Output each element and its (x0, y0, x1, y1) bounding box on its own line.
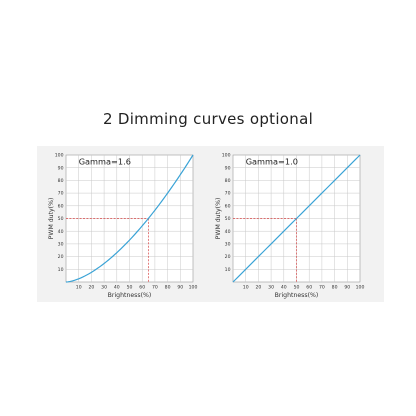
x-tick-label: 90 (344, 285, 350, 291)
chart-panel-gamma-1-0: 10 20 30 40 50 60 70 80 90 100 10 20 30 40 50 60 70 80 90 1… (204, 146, 384, 302)
y-tick-label: 90 (58, 165, 64, 171)
y-tick-label: 70 (225, 191, 231, 197)
x-axis-label: Brightness(%) (108, 292, 152, 299)
page-title: 2 Dimming curves optional (102, 110, 314, 128)
y-tick-label: 100 (222, 153, 231, 159)
y-tick-label: 30 (58, 242, 64, 248)
x-tick-label: 20 (255, 285, 261, 291)
x-tick-label: 60 (139, 285, 145, 291)
y-tick-label: 20 (58, 254, 64, 260)
x-tick-label: 10 (243, 285, 249, 291)
y-tick-label: 60 (58, 203, 64, 209)
y-tick-label: 70 (58, 191, 64, 197)
x-tick-label: 70 (319, 285, 325, 291)
x-tick-label: 80 (165, 285, 171, 291)
y-tick-label: 80 (225, 178, 231, 184)
y-tick-label: 100 (55, 153, 64, 159)
chart-gamma-1-6: 10 20 30 40 50 60 70 80 90 100 10 20 30 40 50 60 70 80 90 1… (48, 153, 198, 299)
y-tick-label: 10 (58, 267, 64, 273)
y-tick-label: 60 (225, 203, 231, 209)
y-tick-label: 50 (225, 216, 231, 222)
y-tick-label: 40 (225, 229, 231, 235)
chart-panel-gamma-1-6: 10 20 30 40 50 60 70 80 90 100 10 20 30 40 50 60 70 80 90 1… (37, 146, 217, 302)
x-tick-label: 90 (177, 285, 183, 291)
x-tick-label: 30 (101, 285, 107, 291)
y-tick-label: 20 (225, 254, 231, 260)
y-tick-label: 40 (58, 229, 64, 235)
y-axis-label: PWM duty(%) (215, 198, 222, 240)
y-axis-label: PWM duty(%) (48, 198, 55, 240)
x-tick-label: 30 (268, 285, 274, 291)
x-tick-label: 60 (306, 285, 312, 291)
x-tick-label: 80 (332, 285, 338, 291)
curve-line (232, 154, 361, 283)
x-tick-label: 100 (356, 285, 365, 291)
x-tick-label: 70 (152, 285, 158, 291)
x-tick-label: 50 (127, 285, 133, 291)
curve-line (65, 154, 194, 283)
x-tick-label: 50 (294, 285, 300, 291)
x-tick-label: 100 (189, 285, 198, 291)
x-tick-label: 20 (88, 285, 94, 291)
y-tick-label: 80 (58, 178, 64, 184)
gamma-annotation: Gamma=1.0 (246, 157, 298, 167)
y-tick-label: 10 (225, 267, 231, 273)
x-tick-label: 40 (114, 285, 120, 291)
y-tick-label: 30 (225, 242, 231, 248)
x-tick-label: 40 (281, 285, 287, 291)
chart-gamma-1-0: 10 20 30 40 50 60 70 80 90 100 10 20 30 40 50 60 70 80 90 1… (215, 153, 365, 299)
x-axis-label: Brightness(%) (275, 292, 319, 299)
y-tick-label: 90 (225, 165, 231, 171)
gamma-annotation: Gamma=1.6 (79, 157, 131, 167)
y-tick-label: 50 (58, 216, 64, 222)
x-tick-label: 10 (76, 285, 82, 291)
